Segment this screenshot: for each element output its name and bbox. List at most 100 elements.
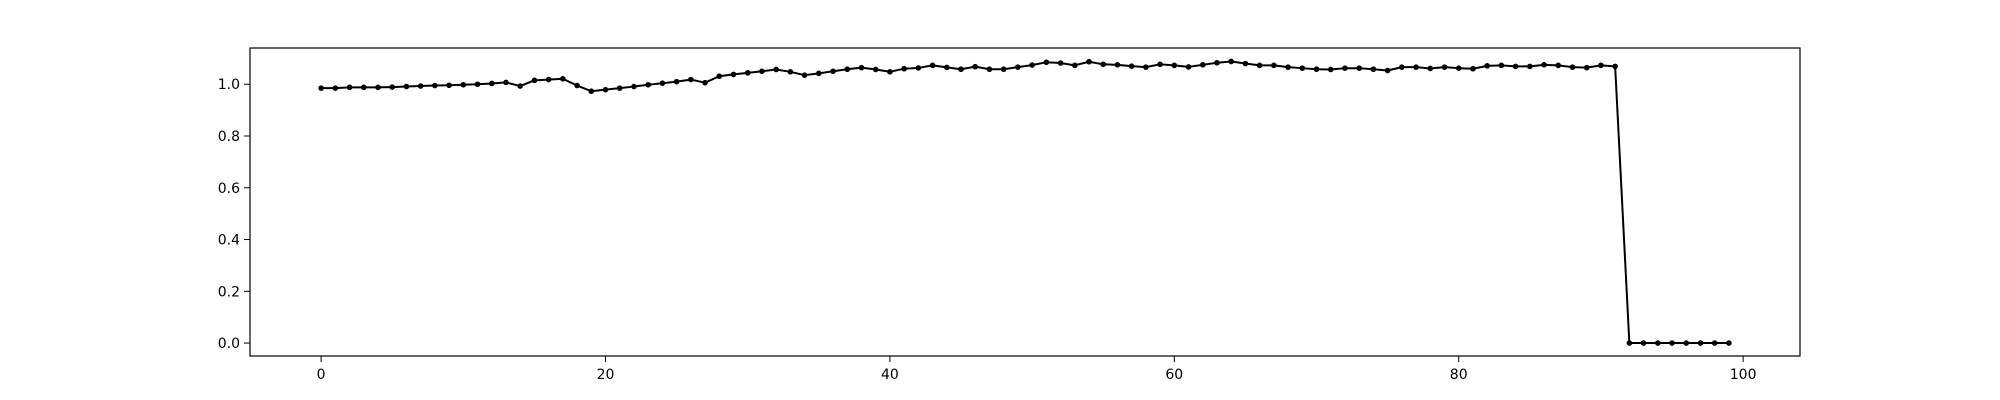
data-point <box>1000 66 1007 73</box>
data-point <box>602 86 609 93</box>
data-point <box>1711 340 1718 346</box>
data-point <box>1043 59 1050 66</box>
data-point <box>1228 58 1234 65</box>
data-point <box>1413 64 1419 70</box>
data-point <box>688 76 694 83</box>
x-tick-label: 0 <box>317 367 326 383</box>
data-point <box>474 81 481 88</box>
data-point <box>616 85 623 91</box>
data-point <box>1313 66 1320 73</box>
data-point <box>1484 63 1490 69</box>
data-point <box>1669 340 1675 346</box>
data-point <box>673 78 680 85</box>
data-point <box>1128 63 1135 69</box>
data-point <box>759 68 765 75</box>
data-point <box>1612 63 1618 70</box>
data-point <box>929 62 936 69</box>
data-point <box>1655 340 1661 346</box>
x-tick-label: 60 <box>1165 367 1183 383</box>
data-point <box>332 85 339 91</box>
data-point <box>1256 62 1263 69</box>
data-point <box>1086 58 1092 65</box>
data-point <box>1726 340 1732 346</box>
data-point <box>1541 62 1547 68</box>
data-point <box>1199 62 1206 68</box>
data-point <box>346 84 353 91</box>
data-point <box>1114 62 1121 68</box>
data-point <box>844 66 851 73</box>
data-point <box>1327 66 1334 73</box>
data-point <box>1370 66 1377 73</box>
data-point <box>958 66 964 73</box>
data-point <box>531 77 538 84</box>
data-point <box>744 70 751 76</box>
data-point <box>1285 64 1291 70</box>
data-point <box>1598 62 1604 69</box>
data-point <box>1185 64 1192 70</box>
data-point <box>503 79 509 86</box>
y-tick-label: 0.8 <box>218 129 240 145</box>
data-point <box>1299 65 1306 71</box>
data-point <box>1157 61 1163 68</box>
data-point <box>872 66 879 73</box>
series-layer <box>318 58 1732 346</box>
y-tick-label: 0.0 <box>218 336 240 352</box>
data-point <box>801 72 808 78</box>
series-line <box>321 60 1729 345</box>
data-point <box>972 63 979 70</box>
y-tick-label: 1.0 <box>218 77 240 93</box>
data-point <box>659 80 666 86</box>
data-point <box>1527 63 1533 70</box>
data-point <box>389 84 396 90</box>
y-tick-label: 0.4 <box>218 233 240 249</box>
data-point <box>1683 340 1690 346</box>
data-point <box>816 70 822 77</box>
data-point <box>1470 65 1476 72</box>
data-point <box>403 83 410 90</box>
data-point <box>432 82 438 89</box>
data-point <box>360 84 367 91</box>
plot-frame <box>249 47 1801 357</box>
data-point <box>915 65 922 71</box>
y-axis: 0.0 0.2 0.4 0.6 0.8 1.0 <box>218 77 250 352</box>
data-point <box>1640 340 1647 346</box>
data-point <box>1697 340 1704 346</box>
data-point <box>1100 61 1107 68</box>
data-point <box>1071 62 1078 69</box>
data-point <box>1555 62 1562 69</box>
data-point <box>560 76 566 82</box>
data-point <box>631 83 637 90</box>
data-point <box>943 64 950 71</box>
data-point <box>574 82 580 89</box>
x-tick-label: 100 <box>1730 367 1757 383</box>
data-point <box>1384 67 1391 74</box>
data-point <box>1171 62 1178 69</box>
data-point <box>545 76 552 83</box>
data-point <box>417 83 424 89</box>
data-point <box>318 85 324 91</box>
data-point <box>446 82 452 89</box>
data-point <box>1029 62 1035 68</box>
x-tick-label: 80 <box>1450 367 1468 383</box>
data-point <box>1512 63 1519 70</box>
data-point <box>1214 59 1220 66</box>
data-point <box>517 83 523 89</box>
data-point <box>986 66 993 73</box>
x-tick-label: 20 <box>597 367 615 383</box>
data-point <box>858 64 865 71</box>
data-point <box>488 80 495 87</box>
data-point <box>1583 64 1590 71</box>
data-point <box>1271 62 1277 69</box>
data-point <box>1356 65 1362 71</box>
data-point <box>887 69 893 75</box>
data-point <box>730 71 737 78</box>
data-point <box>1057 60 1064 66</box>
data-point <box>1498 62 1505 69</box>
y-tick-label: 0.2 <box>218 284 240 300</box>
data-point <box>716 73 723 80</box>
data-point <box>901 65 907 72</box>
data-point <box>1143 64 1149 70</box>
x-axis: 0 20 40 60 80 100 <box>317 356 1757 383</box>
